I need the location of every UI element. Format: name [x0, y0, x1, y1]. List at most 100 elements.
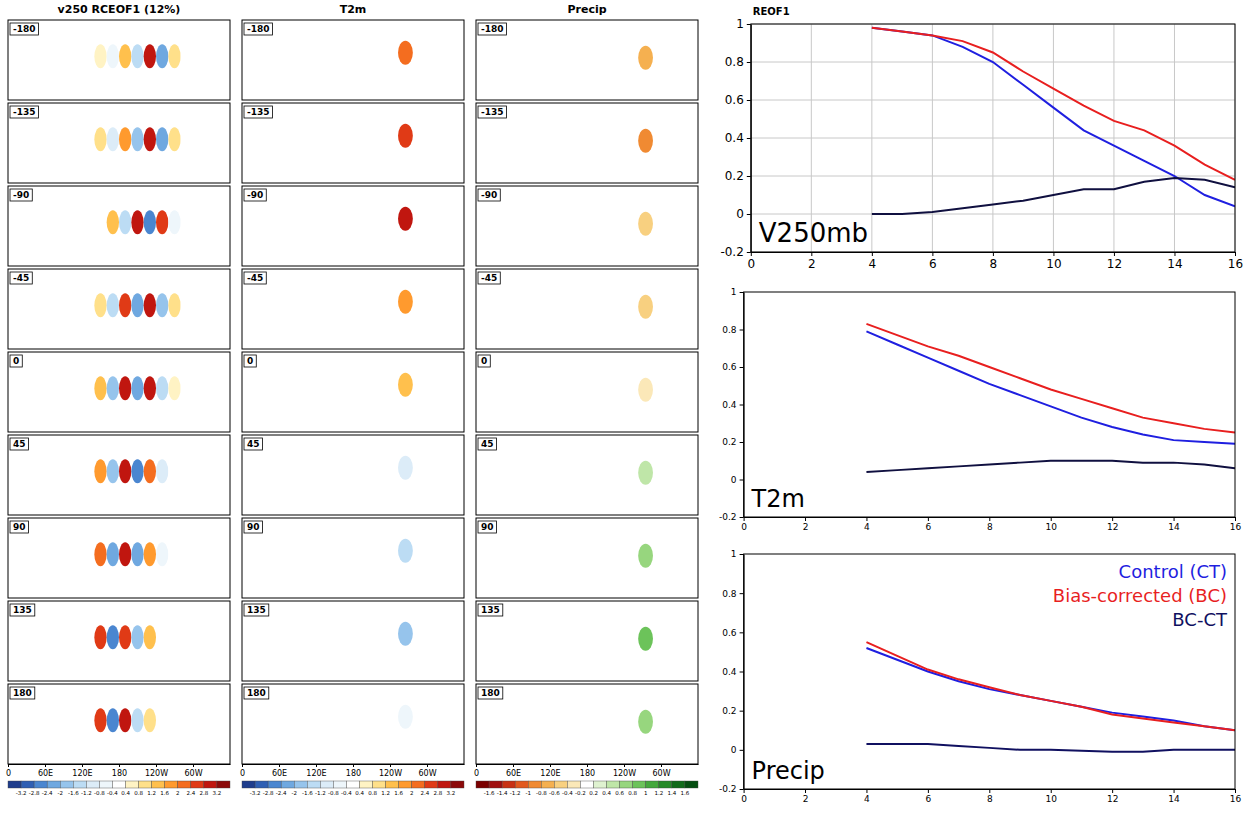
- tick-label: 0: [240, 769, 245, 778]
- lag-label-box: [10, 687, 35, 699]
- tick-mark: [740, 750, 744, 751]
- anomaly-center: [119, 127, 131, 151]
- tick: 0: [741, 789, 747, 804]
- map-panel-background: [476, 352, 698, 432]
- anomaly-center: [107, 625, 119, 649]
- tick-mark: [587, 764, 588, 767]
- tick: 10: [1045, 517, 1057, 532]
- anomaly-center: [156, 376, 168, 400]
- colorbar-swatch: [646, 781, 659, 788]
- colorbar-tick-label: -0.8: [94, 790, 105, 796]
- colorbar-swatch: [47, 781, 60, 788]
- map-field: [638, 461, 653, 485]
- tick: 120W: [613, 764, 636, 778]
- tick-label: 60E: [506, 769, 521, 778]
- map-panel-background: [476, 435, 698, 515]
- tick-mark: [866, 517, 867, 521]
- anomaly-center: [94, 708, 106, 732]
- lag-label-box: [10, 23, 39, 35]
- lag-label: 135: [481, 605, 500, 615]
- tick-label: 4: [864, 794, 870, 804]
- map-panel-background: [242, 103, 464, 183]
- map-panel-frame: [242, 103, 464, 183]
- colorbar-tick-label: -1: [525, 790, 530, 796]
- lag-label-box: [244, 687, 269, 699]
- map-field: [398, 373, 413, 397]
- tick: 1: [731, 287, 744, 297]
- anomaly-center: [107, 44, 119, 68]
- colorbar-swatch: [528, 781, 541, 788]
- colorbar-swatch: [476, 781, 489, 788]
- anomaly-center: [181, 376, 193, 400]
- tick: 8: [987, 517, 993, 532]
- anomaly-center: [193, 625, 205, 649]
- tick-mark: [751, 252, 752, 256]
- map-panel-frame: [476, 601, 698, 681]
- anomaly-center: [193, 459, 205, 483]
- colorbar-tick-label: 2: [410, 790, 414, 796]
- map-field: [94, 625, 205, 649]
- tick-mark: [1235, 252, 1236, 256]
- anomaly-center: [94, 376, 106, 400]
- lag-label: 180: [481, 688, 500, 698]
- tick-mark: [279, 764, 280, 767]
- map-panel-frame: [8, 20, 230, 100]
- colorbar-swatch: [60, 781, 73, 788]
- tick-mark: [1053, 252, 1054, 256]
- anomaly-center: [156, 210, 168, 234]
- map-x-axis: 060E120E180120W60W: [240, 764, 465, 778]
- colorbar-tick-label: -0.8: [328, 790, 339, 796]
- lag-label: 45: [247, 439, 260, 449]
- tick: 2: [803, 789, 809, 804]
- map-panel-background: [476, 684, 698, 764]
- colorbar-tick-label: 0.6: [615, 790, 624, 796]
- colorbar-tick-label: -2: [291, 790, 296, 796]
- colorbar-tick-label: -1.4: [497, 790, 508, 796]
- anomaly-center: [638, 295, 653, 319]
- lag-label-box: [478, 438, 497, 450]
- tick: 12: [1107, 517, 1118, 532]
- tick: 6: [929, 252, 937, 271]
- tick: 60W: [184, 764, 202, 778]
- map-panel-frame: [8, 269, 230, 349]
- colorbar-tick-label: 0.8: [628, 790, 637, 796]
- tick-label: 12: [1107, 522, 1118, 532]
- chart-title: REOF1: [753, 6, 790, 17]
- tick: 120E: [540, 764, 560, 778]
- colorbar-tick-label: -1.6: [484, 790, 495, 796]
- colorbar-swatch: [489, 781, 502, 788]
- tick: 0.6: [722, 628, 743, 638]
- lag-label-box: [10, 355, 22, 367]
- colorbar-swatch: [191, 781, 204, 788]
- tick-mark: [744, 517, 745, 521]
- anomaly-center: [398, 456, 413, 480]
- anomaly-center: [181, 210, 193, 234]
- tick-mark: [989, 789, 990, 793]
- anomaly-center: [94, 127, 106, 151]
- tick: 0: [736, 207, 751, 221]
- tick-label: 8: [990, 257, 998, 271]
- tick-label: 0.4: [725, 131, 744, 145]
- tick: 2: [808, 252, 816, 271]
- tick-label: 0.2: [725, 169, 744, 183]
- anomaly-center: [119, 293, 131, 317]
- map-panel-background: [8, 518, 230, 598]
- tick-mark: [353, 764, 354, 767]
- anomaly-center: [119, 459, 131, 483]
- anomaly-center: [119, 44, 131, 68]
- map-field: [94, 210, 205, 234]
- y-axis: -0.200.20.40.60.81: [719, 549, 744, 794]
- map-panel-background: [476, 269, 698, 349]
- colorbar-tick-label: -3.2: [16, 790, 27, 796]
- series-line: [872, 28, 1235, 180]
- map-field: [398, 124, 413, 148]
- map-panel-frame: [476, 269, 698, 349]
- tick-label: 10: [1045, 794, 1057, 804]
- tick-mark: [740, 593, 744, 594]
- anomaly-center: [94, 293, 106, 317]
- tick-label: 60E: [38, 769, 53, 778]
- map-panel-frame: [476, 352, 698, 432]
- tick-mark: [1112, 517, 1113, 521]
- tick: -0.2: [720, 245, 750, 259]
- tick-mark: [740, 405, 744, 406]
